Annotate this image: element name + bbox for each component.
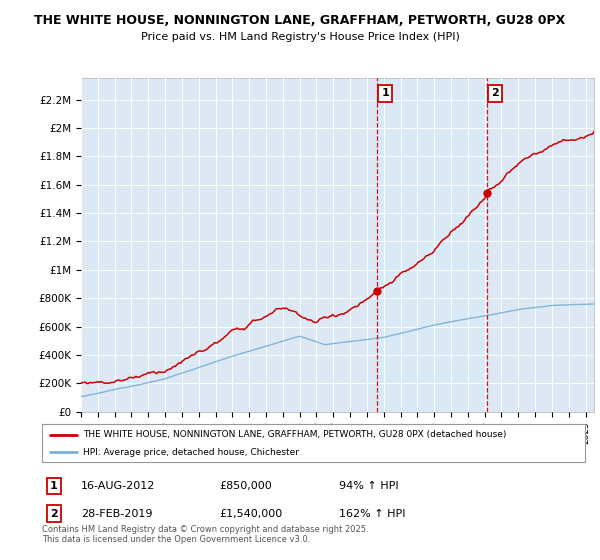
Text: HPI: Average price, detached house, Chichester: HPI: Average price, detached house, Chic… bbox=[83, 448, 299, 457]
Text: 1: 1 bbox=[382, 88, 389, 99]
Text: Contains HM Land Registry data © Crown copyright and database right 2025.
This d: Contains HM Land Registry data © Crown c… bbox=[42, 525, 368, 544]
Text: 16-AUG-2012: 16-AUG-2012 bbox=[81, 481, 155, 491]
Text: 2: 2 bbox=[50, 508, 58, 519]
Text: £850,000: £850,000 bbox=[219, 481, 272, 491]
Text: Price paid vs. HM Land Registry's House Price Index (HPI): Price paid vs. HM Land Registry's House … bbox=[140, 32, 460, 43]
Bar bbox=[377, 78, 487, 412]
Text: 2: 2 bbox=[491, 88, 499, 99]
Text: 1: 1 bbox=[50, 481, 58, 491]
Text: £1,540,000: £1,540,000 bbox=[219, 508, 282, 519]
Text: 94% ↑ HPI: 94% ↑ HPI bbox=[339, 481, 398, 491]
Text: 162% ↑ HPI: 162% ↑ HPI bbox=[339, 508, 406, 519]
Text: 28-FEB-2019: 28-FEB-2019 bbox=[81, 508, 152, 519]
Text: THE WHITE HOUSE, NONNINGTON LANE, GRAFFHAM, PETWORTH, GU28 0PX (detached house): THE WHITE HOUSE, NONNINGTON LANE, GRAFFH… bbox=[83, 430, 506, 439]
Text: THE WHITE HOUSE, NONNINGTON LANE, GRAFFHAM, PETWORTH, GU28 0PX: THE WHITE HOUSE, NONNINGTON LANE, GRAFFH… bbox=[34, 14, 566, 27]
